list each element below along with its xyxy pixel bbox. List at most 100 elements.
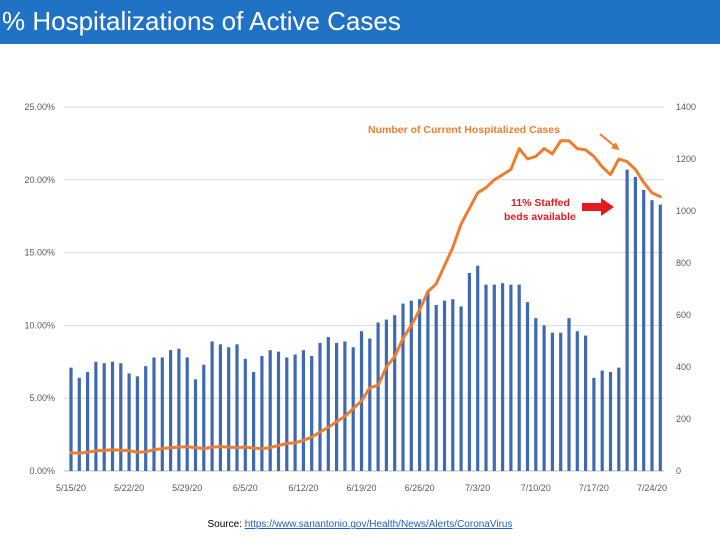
bar <box>608 371 613 471</box>
bar-series <box>69 169 662 471</box>
bar <box>276 351 281 471</box>
bar <box>575 331 579 471</box>
bar <box>658 204 662 471</box>
bar <box>343 341 347 471</box>
bar <box>625 169 629 471</box>
bar <box>542 325 546 471</box>
x-axis-tick-label: 6/26/20 <box>405 483 435 493</box>
x-axis-tick-label: 5/22/20 <box>114 483 144 493</box>
bar <box>617 367 621 471</box>
x-axis-tick-label: 5/29/20 <box>172 483 202 493</box>
bar <box>94 361 98 471</box>
hospitalized-cases-line <box>69 139 662 455</box>
right-axis-tick-label: 1200 <box>676 154 696 164</box>
bar <box>517 284 521 471</box>
x-axis-tick-label: 5/15/20 <box>56 483 86 493</box>
bar <box>193 379 198 471</box>
annotations: Number of Current Hospitalized Cases 11%… <box>368 124 620 223</box>
bar <box>442 300 447 471</box>
left-axis-tick-label: 15.00% <box>24 248 55 258</box>
bar <box>69 367 73 471</box>
bar <box>218 344 222 471</box>
bar <box>650 200 654 471</box>
bar <box>77 377 81 471</box>
bar <box>310 355 314 471</box>
bar <box>534 318 538 471</box>
x-axis-tick-label: 7/24/20 <box>637 483 667 493</box>
bar <box>210 341 214 471</box>
left-axis-tick-label: 25.00% <box>24 102 55 112</box>
hospitalization-chart: 0.00% 5.00% 10.00% 15.00% 20.00% 25.00% 0 200 4… <box>24 102 696 493</box>
source-label: Source: <box>207 519 242 530</box>
bar <box>492 284 496 471</box>
x-axis-tick-label: 7/17/20 <box>579 483 609 493</box>
bar <box>227 347 231 471</box>
bar <box>409 300 413 471</box>
bar <box>426 290 430 471</box>
left-axis-tick-label: 5.00% <box>29 393 55 403</box>
x-axis-tick-label: 7/3/20 <box>465 483 490 493</box>
bar <box>301 350 305 471</box>
bar <box>285 357 289 471</box>
x-axis-ticks: 5/15/20 5/22/20 5/29/20 6/5/20 6/12/20 6/19/2… <box>56 483 667 493</box>
bar <box>484 284 488 471</box>
bar <box>152 357 156 471</box>
bar <box>318 342 322 471</box>
left-axis-tick-label: 0.00% <box>29 466 55 476</box>
bar <box>127 373 131 471</box>
line-series-label: Number of Current Hospitalized Cases <box>368 124 560 136</box>
bar <box>525 302 530 471</box>
bar <box>418 299 422 471</box>
bar <box>160 357 164 471</box>
bar <box>633 176 637 471</box>
bar <box>476 265 480 471</box>
bar <box>600 370 604 471</box>
right-axis-tick-label: 600 <box>676 310 691 320</box>
bar <box>135 376 139 471</box>
left-axis-tick-label: 10.00% <box>24 320 55 330</box>
bar <box>592 377 596 471</box>
bar <box>642 189 646 471</box>
line-label-arrow <box>599 133 620 151</box>
right-axis-tick-label: 800 <box>676 258 691 268</box>
x-axis-tick-label: 6/5/20 <box>233 483 258 493</box>
right-axis-tick-label: 1400 <box>676 102 696 112</box>
bar <box>401 303 405 471</box>
bar <box>384 319 388 471</box>
bar <box>393 315 397 471</box>
source-line: Source: https://www.sanantonio.gov/Healt… <box>0 519 720 530</box>
bar <box>102 363 106 471</box>
page-title: % Hospitalizations of Active Cases <box>2 6 401 36</box>
bar <box>202 364 206 471</box>
x-axis-tick-label: 6/19/20 <box>346 483 376 493</box>
bar <box>368 338 372 471</box>
bar <box>501 283 505 471</box>
bar <box>260 355 264 471</box>
bar <box>177 348 181 471</box>
staffed-beds-arrow <box>582 198 614 216</box>
bar <box>467 272 471 471</box>
bar <box>110 361 115 471</box>
bar <box>509 284 513 471</box>
bar <box>243 358 247 471</box>
source-link[interactable]: https://www.sanantonio.gov/Health/News/A… <box>244 519 513 530</box>
bar <box>459 306 463 471</box>
bar <box>86 371 90 471</box>
right-axis-tick-label: 400 <box>676 362 691 372</box>
bar <box>434 305 438 471</box>
x-axis-tick-label: 7/10/20 <box>521 483 551 493</box>
bar <box>335 342 339 471</box>
staffed-beds-label-line2: beds available <box>504 211 576 223</box>
bar <box>559 332 563 471</box>
left-axis-ticks: 0.00% 5.00% 10.00% 15.00% 20.00% 25.00% <box>24 102 55 476</box>
right-axis-tick-label: 0 <box>676 466 681 476</box>
right-axis-tick-label: 200 <box>676 414 691 424</box>
x-axis-tick-label: 6/12/20 <box>288 483 318 493</box>
line-series <box>69 139 662 455</box>
bar <box>144 366 148 471</box>
bar <box>584 335 588 471</box>
bar <box>567 318 571 471</box>
left-axis-tick-label: 20.00% <box>24 175 55 185</box>
bar <box>119 363 123 471</box>
title-bar: % Hospitalizations of Active Cases <box>0 0 720 44</box>
